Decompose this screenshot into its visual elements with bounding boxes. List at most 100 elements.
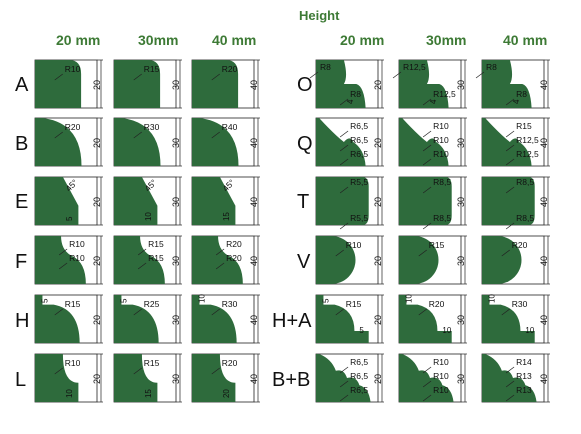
profile-cell-left-r1-c2: 40 R40 — [191, 117, 260, 167]
radius-leader-line — [211, 73, 220, 81]
row-label-e: E — [15, 191, 28, 213]
row-label-b: B — [15, 133, 28, 155]
radius-leader-line — [392, 71, 402, 79]
radius-label-1: R13 — [516, 371, 532, 381]
profile-cell-right-r1-c1: 30 R10 R10 R10 — [398, 117, 467, 167]
profile-shape — [114, 354, 158, 402]
radius-leader-line — [475, 71, 485, 79]
step-value: 10 — [144, 212, 153, 221]
radius-leader-line — [422, 186, 432, 194]
profile-shape — [482, 354, 537, 402]
row-label-q: Q — [297, 133, 313, 155]
profile-cell-left-r4-c1: 30 R25 5 — [113, 294, 182, 344]
height-value: 40 — [539, 315, 549, 325]
step-value: 20 — [222, 389, 231, 398]
step-value: 5 — [321, 298, 330, 303]
radius-label-0: R14 — [516, 357, 532, 367]
radius-label-1: R6,5 — [350, 371, 368, 381]
radius-leader-line — [422, 144, 432, 152]
height-value: 20 — [373, 197, 383, 207]
radius-label-1: R20 — [226, 253, 242, 263]
radius-label-0: R20 — [222, 358, 238, 368]
radius-label-0: R20 — [65, 122, 81, 132]
radius-leader-line — [137, 262, 147, 270]
profile-cell-right-r4-c1: 30 R20 10 10 — [398, 294, 467, 344]
radius-label-1: R10 — [69, 253, 85, 263]
profile-shape — [482, 295, 535, 343]
radius-leader-line — [422, 130, 432, 138]
radius-label-1: R8 — [350, 89, 361, 99]
radius-leader-line — [211, 308, 220, 316]
profile-shape — [316, 60, 366, 108]
radius-label-0: R15 — [516, 121, 532, 131]
profile-cell-right-r4-c0: 20 R15 5 5 — [315, 294, 384, 344]
radius-leader-line — [133, 73, 142, 81]
height-value: 20 — [92, 315, 102, 325]
height-value: 40 — [249, 138, 259, 148]
row-label-v: V — [297, 251, 311, 273]
profile-shape — [35, 60, 82, 108]
step-value: 10 — [487, 294, 496, 303]
radius-label-0: R15 — [65, 299, 81, 309]
height-value: 20 — [92, 197, 102, 207]
radius-label-1: R12,5 — [433, 89, 456, 99]
height-value: 20 — [92, 256, 102, 266]
profile-cell-right-r2-c1: 30 R8,5 R8,5 — [398, 176, 467, 230]
profile-cell-left-r0-c2: 40 R20 — [191, 59, 260, 109]
profile-shape — [399, 60, 449, 108]
radius-leader-line — [335, 308, 344, 316]
profile-shape — [482, 177, 535, 225]
radius-leader-line — [215, 248, 225, 256]
radius-leader-line — [422, 380, 432, 388]
radius-leader-line — [339, 158, 349, 166]
height-value: 30 — [456, 138, 466, 148]
profile-cell-right-r5-c2: 40 R14 R13 R13 — [481, 353, 550, 403]
radius-label-0: R15 — [148, 239, 164, 249]
radius-label-0: R30 — [512, 299, 528, 309]
radius-label-1: R5,5 — [350, 213, 368, 223]
radius-label-0: R30 — [144, 122, 160, 132]
profile-shape — [399, 236, 439, 284]
radius-label-0: R5,5 — [350, 177, 368, 187]
radius-leader-line — [501, 249, 510, 257]
radius-leader-line — [339, 186, 349, 194]
radius-leader-line — [339, 144, 349, 152]
height-value: 30 — [456, 197, 466, 207]
radius-leader-line — [505, 222, 515, 230]
height-value: 40 — [249, 256, 259, 266]
height-value: 20 — [92, 138, 102, 148]
radius-leader-line — [505, 158, 515, 166]
radius-label-0: R40 — [222, 122, 238, 132]
radius-label-0: R6,5 — [350, 357, 368, 367]
profile-shape — [192, 177, 236, 225]
row-label-b-plus-b: B+B — [272, 369, 310, 391]
radius-label-0: R15 — [144, 358, 160, 368]
height-value: 30 — [171, 80, 181, 90]
radius-label-2: R6,5 — [350, 149, 368, 159]
profile-shape — [192, 354, 236, 402]
row-label-h-plus-a: H+A — [272, 310, 312, 332]
height-value: 30 — [171, 315, 181, 325]
profile-cell-left-r1-c0: 20 R20 — [34, 117, 103, 167]
radius-label-0: R10 — [65, 64, 81, 74]
height-value: 30 — [171, 256, 181, 266]
step-value: 15 — [222, 212, 231, 221]
profile-cell-right-r4-c2: 40 R30 10 10 — [481, 294, 550, 344]
step2-value: 10 — [442, 326, 451, 335]
radius-leader-line — [422, 98, 432, 106]
radius-label-2: R13 — [516, 385, 532, 395]
profile-shape — [35, 118, 82, 166]
height-value: 30 — [456, 374, 466, 384]
profile-cell-right-r1-c0: 20 R6,5 R6,5 R6,5 — [315, 117, 384, 167]
step-value: 5 — [119, 298, 128, 303]
radius-label-0: R8,5 — [433, 177, 451, 187]
height-value: 40 — [249, 374, 259, 384]
profile-cell-left-r1-c1: 30 R30 — [113, 117, 182, 167]
radius-label-0: R10 — [65, 358, 81, 368]
radius-leader-line — [422, 366, 432, 374]
height-value: 30 — [456, 80, 466, 90]
height-value: 20 — [92, 374, 102, 384]
profile-cell-left-r5-c1: 30 R15 15 — [113, 353, 182, 403]
